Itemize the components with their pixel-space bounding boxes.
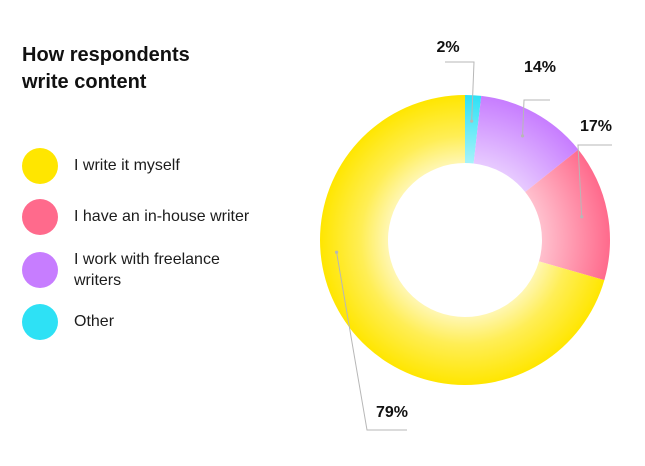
label-other: 2% (436, 39, 459, 56)
slice-write-myself (319, 95, 605, 385)
legend-label-write-myself: I write it myself (74, 155, 294, 176)
label-freelance-writers: 14% (524, 59, 556, 76)
leader-write-myself (336, 252, 407, 431)
leader-freelance-writers (522, 99, 550, 136)
chart-title-line-1: How respondents (22, 44, 190, 66)
legend-swatch-in-house-writer (22, 199, 58, 235)
leader-write-myself-dot (334, 250, 339, 254)
leader-in-house-writer-dot (580, 215, 584, 219)
legend-swatch-freelance-writers (22, 252, 58, 288)
legend-label-line: Other (74, 313, 115, 330)
legend-label-in-house-writer: I have an in-house writer (74, 206, 294, 227)
chart-title: How respondents write content (22, 42, 272, 96)
donut-slices (319, 95, 610, 385)
leader-freelance-writers-dot (520, 134, 525, 138)
legend-swatch-other (22, 304, 58, 340)
legend-label-freelance-writers: I work with freelance writers (74, 249, 294, 291)
leader-other (445, 61, 475, 122)
leader-lines (334, 61, 612, 431)
chart-title-line-2: write content (22, 71, 147, 93)
label-in-house-writer: 17% (580, 118, 612, 135)
slice-in-house-writer (525, 149, 610, 281)
slice-other (465, 95, 482, 164)
legend-label-line: I work with freelance (74, 251, 220, 268)
slice-freelance-writers (473, 95, 579, 192)
legend-label-other: Other (74, 311, 294, 332)
leader-in-house-writer (577, 144, 612, 217)
legend-label-line: I have an in-house writer (74, 208, 250, 225)
label-write-myself: 79% (376, 404, 408, 421)
legend-label-line: writers (74, 272, 122, 289)
legend-label-line: I write it myself (74, 157, 180, 174)
leader-other-dot (470, 119, 474, 123)
legend-swatch-write-myself (22, 148, 58, 184)
slice-labels: 2% 14% 17% 79% (376, 39, 612, 421)
